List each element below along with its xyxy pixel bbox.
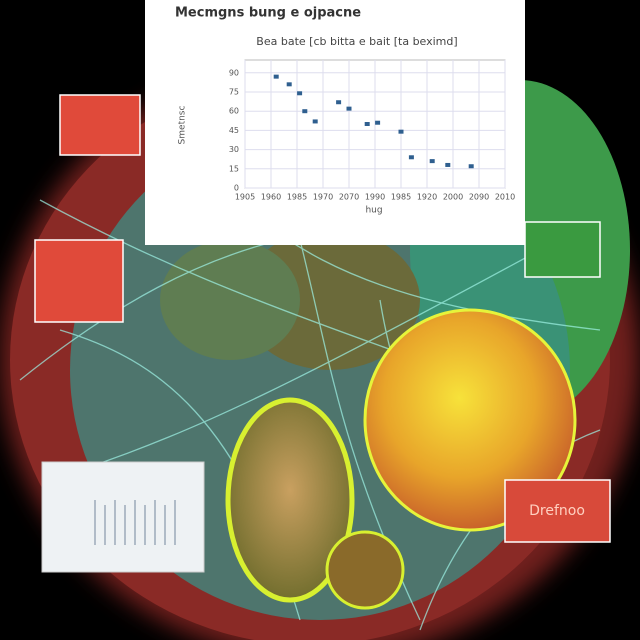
y-tick-label: 90 bbox=[229, 68, 239, 77]
y-tick-label: 45 bbox=[229, 126, 239, 135]
y-axis-label: Smetnsc bbox=[178, 106, 188, 145]
point bbox=[297, 91, 303, 96]
x-tick-label: 1985 bbox=[287, 193, 307, 202]
chart-subtitle: Bea bate [cb bitta e bait [ta beximd] bbox=[256, 35, 457, 48]
x-tick-label: 2070 bbox=[339, 193, 359, 202]
point bbox=[445, 162, 451, 167]
x-tick-label: 1920 bbox=[417, 193, 437, 202]
y-tick-label: 30 bbox=[229, 145, 239, 154]
x-tick-label: 1985 bbox=[391, 193, 411, 202]
x-tick-label: 2000 bbox=[443, 193, 463, 202]
point bbox=[429, 159, 435, 164]
badge: Drefnoo bbox=[529, 503, 585, 519]
chart-panel bbox=[145, 0, 525, 245]
x-tick-label: 1960 bbox=[261, 193, 281, 202]
x-tick-label: 2090 bbox=[469, 193, 489, 202]
point bbox=[312, 119, 318, 124]
y-tick-label: 60 bbox=[229, 107, 239, 116]
y-tick-label: 0 bbox=[234, 184, 239, 193]
point bbox=[336, 100, 342, 105]
y-tick-label: 15 bbox=[229, 164, 239, 173]
x-tick-label: 1905 bbox=[235, 193, 255, 202]
x-tick-label: 1990 bbox=[365, 193, 385, 202]
plot: 0 15 30 45 60 75 90 1905 1960 1985 1970 2070 1990 198… bbox=[229, 59, 515, 202]
chart-title: Mecmgns bung e ojpacne bbox=[175, 6, 361, 21]
point bbox=[273, 74, 279, 79]
point bbox=[346, 106, 352, 111]
point bbox=[375, 120, 381, 125]
point bbox=[286, 82, 292, 87]
point bbox=[468, 164, 474, 169]
point bbox=[398, 129, 404, 134]
x-axis-label: hug bbox=[365, 206, 382, 216]
point bbox=[302, 109, 308, 114]
x-tick-label: 1970 bbox=[313, 193, 333, 202]
x-tick-label: 2010 bbox=[495, 193, 515, 202]
y-tick-label: 75 bbox=[229, 88, 239, 97]
point bbox=[364, 122, 370, 126]
point bbox=[408, 155, 414, 160]
